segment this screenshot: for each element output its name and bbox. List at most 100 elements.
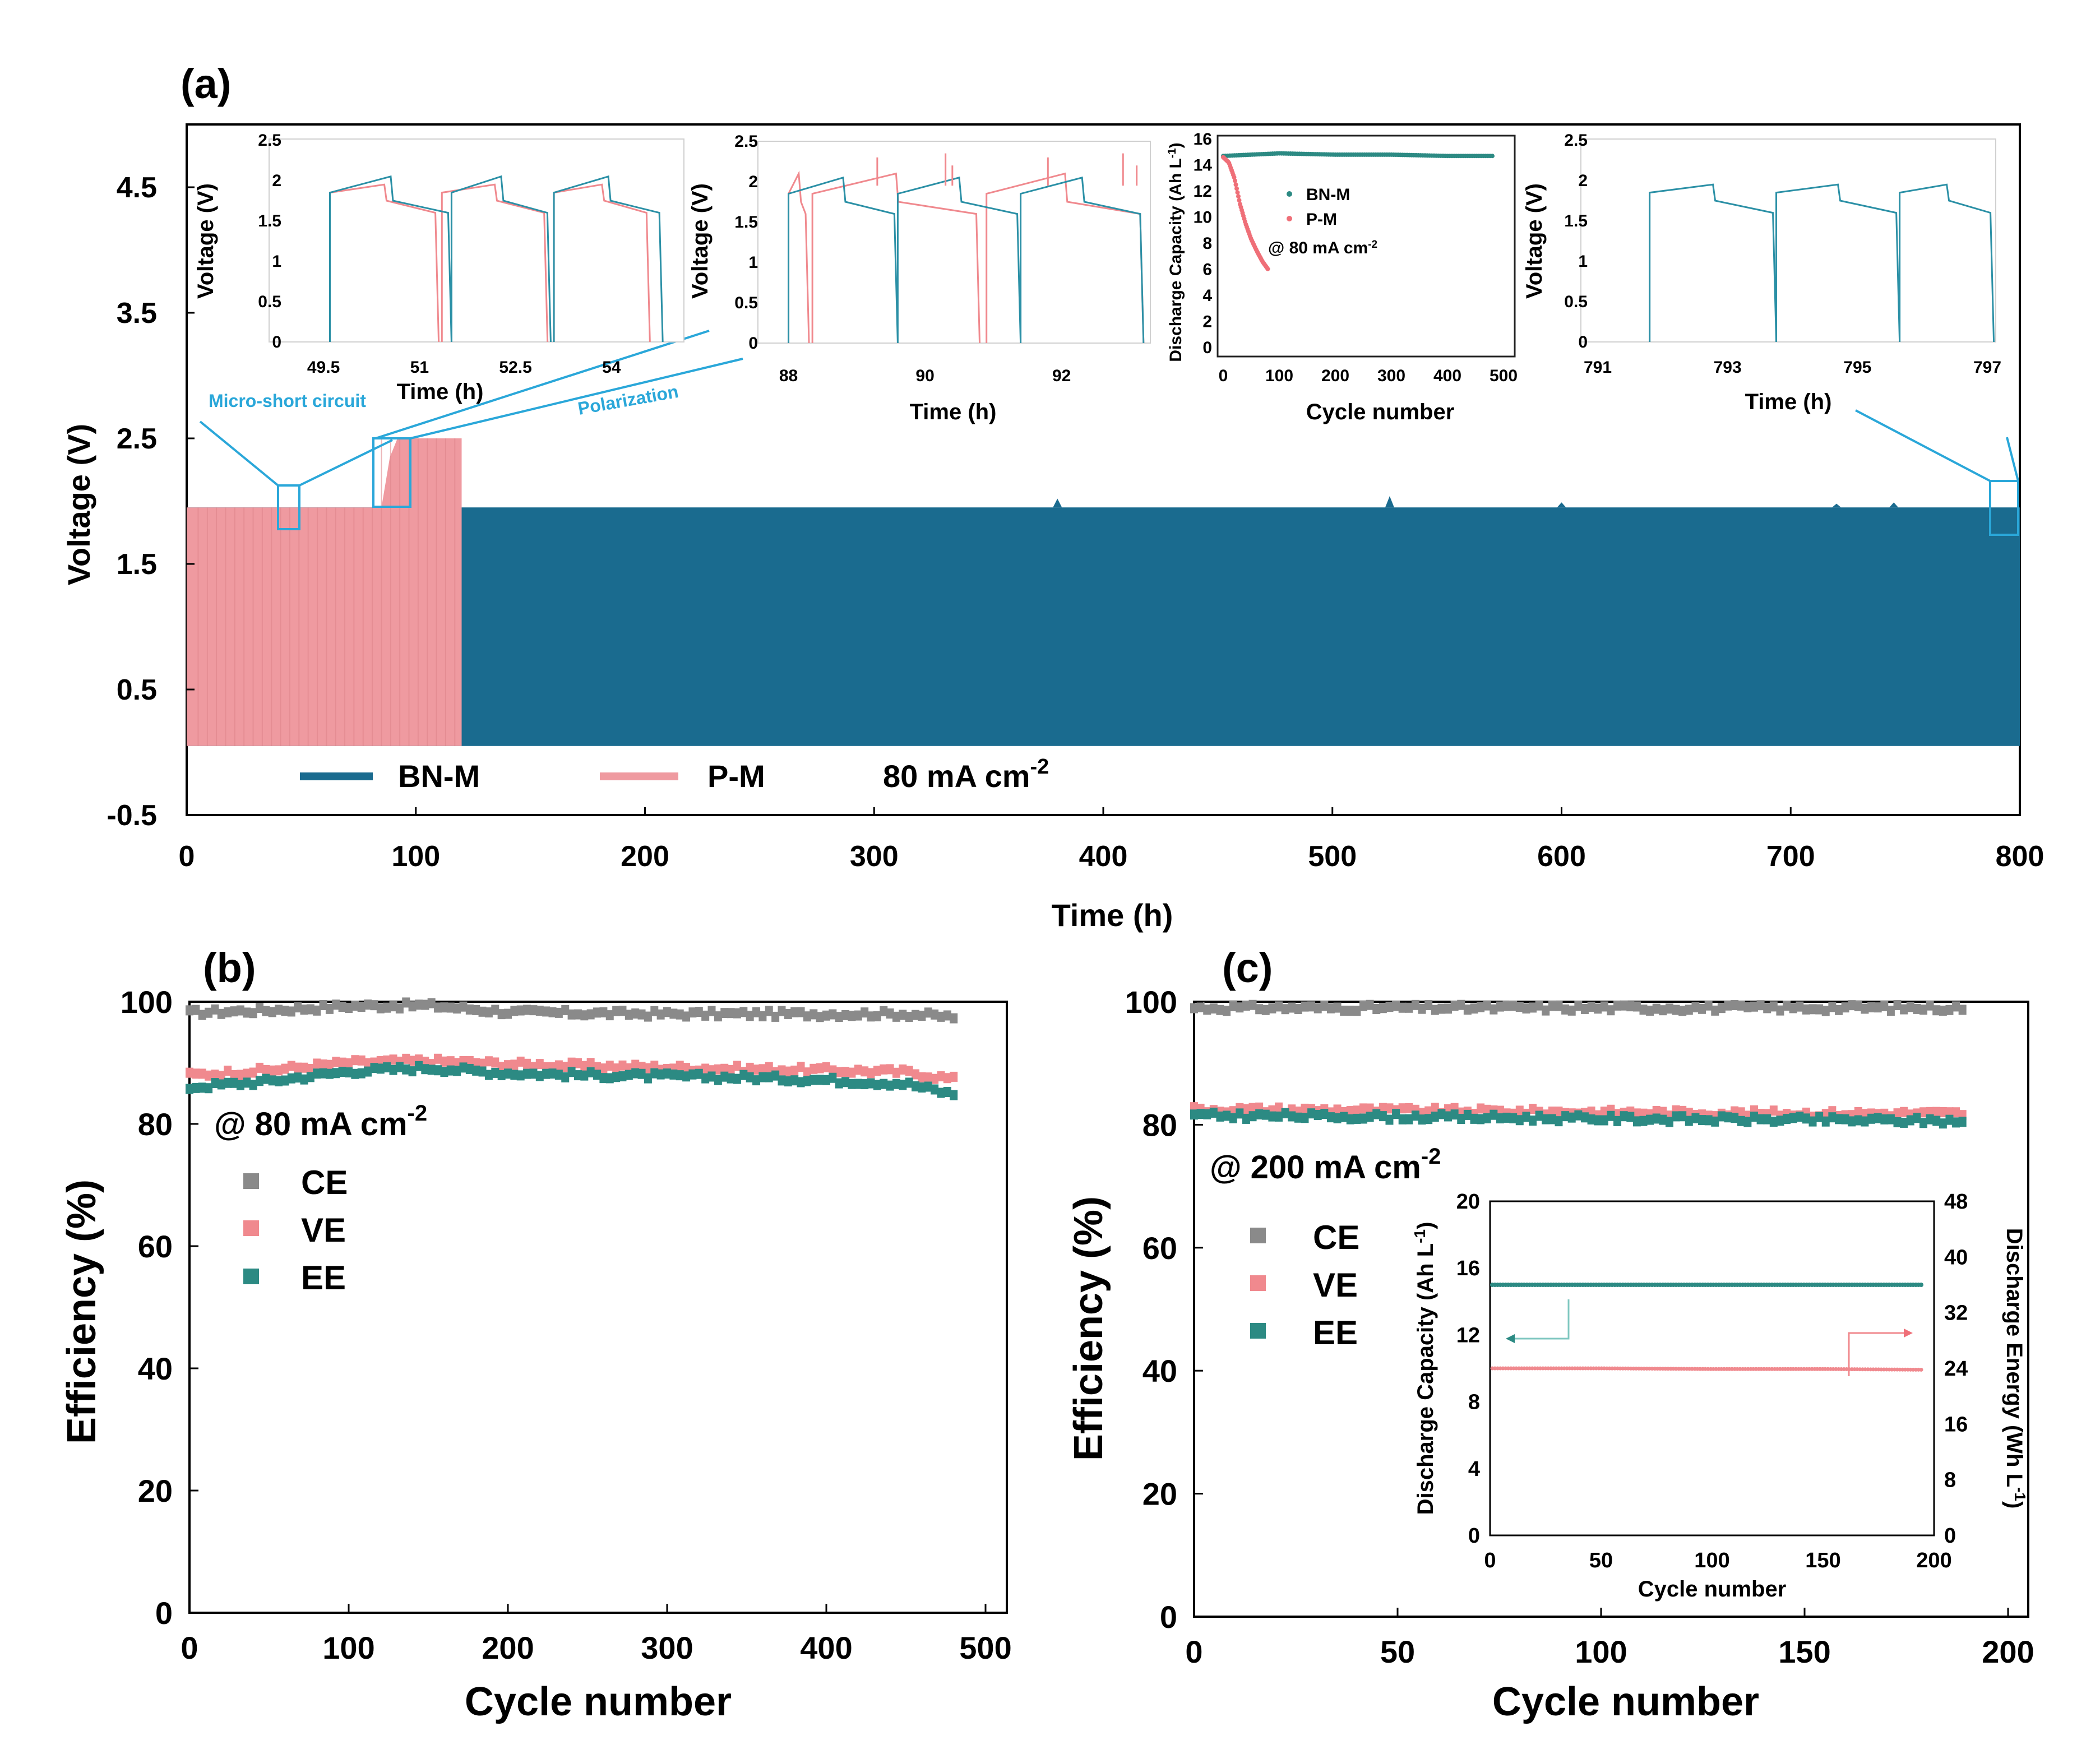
ce-point [1431,1005,1439,1015]
ce-point [504,1008,512,1019]
ce-point [1392,1001,1400,1011]
ve-point [300,1062,308,1073]
inset2-y-ticks: 0 0.5 1 1.5 2 2.5 [734,132,758,353]
x-tick-label: 50 [1380,1634,1415,1669]
ce-point [1574,1001,1583,1011]
ce-point [1385,1002,1394,1012]
inset2-y-axis-title: Voltage (V) [688,183,713,299]
ee-point [810,1075,818,1085]
ee-point [567,1067,576,1077]
inset-left-tick-label: 20 [1456,1190,1480,1214]
inset4-y-axis-title: Voltage (V) [1522,183,1547,299]
ce-point [484,1007,493,1018]
ve-point [186,1067,193,1078]
ee-point [1717,1111,1726,1122]
y-tick-label: 100 [121,984,173,1020]
ve-point [950,1071,958,1082]
ee-point [1900,1117,1908,1128]
ee-point [414,1061,423,1071]
inset3-y-tick-label: 4 [1202,286,1212,305]
inset-x-tick-label: 100 [1694,1549,1729,1572]
ve-point [593,1062,602,1072]
panel-c-legend: CE VE EE [1250,1219,1359,1352]
inset3-y-tick-label: 14 [1194,156,1213,175]
ee-point [599,1073,608,1084]
ve-point [1659,1107,1667,1117]
ve-point [357,1055,366,1066]
ee-point [1945,1114,1954,1125]
x-tick-label: 100 [322,1630,374,1665]
ce-point [1737,1000,1745,1011]
ce-point [625,1010,633,1020]
ve-point [841,1067,850,1077]
panel-c-label: (c) [1222,945,1273,991]
ce-point [1880,1001,1889,1011]
ee-point [1522,1112,1530,1122]
ee-point [797,1077,805,1087]
ce-point [1704,1000,1713,1011]
ee-point [243,1077,251,1088]
ve-point [720,1063,729,1074]
inset-x-tick-label: 795 [1843,358,1871,377]
ee-point [1704,1115,1713,1126]
ee-point [1646,1114,1654,1125]
ce-point [765,1006,773,1016]
ce-point [1711,1005,1719,1016]
ce-point [427,998,436,1008]
ce-point [1854,1001,1862,1011]
ve-point [453,1058,461,1068]
ce-point [688,1007,697,1018]
ee-point [1307,1108,1316,1119]
ce-point [1496,1001,1504,1012]
ee-point [516,1070,525,1081]
ee-point [1854,1115,1862,1126]
ee-point [325,1068,334,1079]
inset-end-of-test: 791 793 795 797 0 0.5 1 1.5 2 2.5 Time (h) Volta… [1522,131,2001,414]
inset-y-tick-label: 0.5 [1564,293,1588,311]
zoom-box-micro-short [277,484,300,530]
ve-point [835,1067,843,1077]
ce-point [567,1009,576,1020]
ee-point [1248,1111,1257,1122]
ve-point [351,1055,359,1066]
x-tick-label: 100 [1575,1634,1627,1669]
ve-point [523,1058,531,1069]
panel-b-data [186,997,958,1100]
ee-point [1477,1114,1485,1124]
ce-point [1600,1001,1608,1012]
ve-point [1769,1105,1778,1116]
p-m-capacity-point [1235,190,1240,195]
ce-point [523,1005,531,1015]
ve-point [1405,1103,1413,1113]
inset-x-tick-label: 50 [1589,1549,1613,1572]
ce-point [1529,1002,1537,1013]
ce-point [656,1009,665,1020]
ve-point [313,1058,321,1069]
inset-right-tick-label: 16 [1944,1413,1968,1436]
ee-point [1359,1113,1368,1124]
ce-point [1731,1000,1739,1011]
ve-point [1333,1104,1342,1115]
ce-point [345,1003,353,1013]
ce-point [434,1002,442,1013]
y-tick-label: 1.5 [117,548,157,581]
y-tick-label: 20 [138,1473,173,1508]
ce-point [1424,1000,1433,1011]
ve-point [899,1064,907,1075]
ce-point [650,1006,659,1016]
ce-point [1340,1005,1348,1016]
ce-point [1646,1005,1654,1016]
ee-point [1392,1109,1400,1119]
ce-point [784,1008,792,1019]
ee-point [612,1072,621,1082]
ce-point [1288,1002,1296,1013]
ve-point [1900,1107,1908,1117]
legend-ve-marker [1250,1275,1266,1291]
zoom-box-end [1989,480,2019,536]
ee-point [1190,1109,1198,1120]
ce-point [943,1010,951,1021]
y-tick-label: 0 [155,1595,173,1631]
inset4-x-ticks: 791 793 795 797 [1584,358,2001,377]
ce-point [1893,1000,1902,1011]
